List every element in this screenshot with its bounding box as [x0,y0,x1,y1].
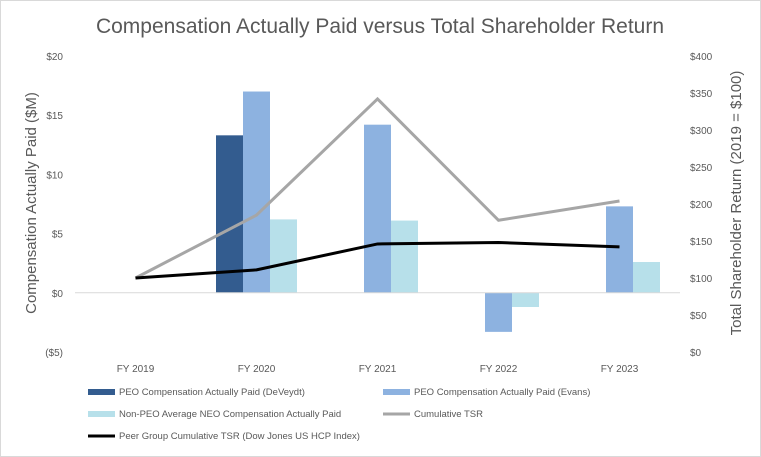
right-tick-label: $300 [690,126,713,137]
legend-label: PEO Compensation Actually Paid (DeVeydt) [119,387,305,398]
bar [243,91,270,293]
left-tick-label: $10 [46,170,63,181]
right-tick-label: $200 [690,200,713,211]
series-line [134,96,620,280]
legend: PEO Compensation Actually Paid (DeVeydt)… [88,387,590,442]
x-tick-label: FY 2019 [117,364,155,375]
right-axis-title: Total Shareholder Return (2019 = $100) [728,71,745,336]
left-tick-label: $5 [52,230,64,241]
right-tick-label: $150 [690,237,713,248]
left-tick-label: $20 [46,52,63,63]
legend-label: Non-PEO Average NEO Compensation Actuall… [119,409,341,420]
x-tick-label: FY 2022 [480,364,518,375]
right-tick-label: $50 [690,311,707,322]
bar [606,206,633,293]
left-tick-label: $0 [52,289,64,300]
x-tick-label: FY 2021 [359,364,397,375]
bar [633,262,660,293]
legend-label: Cumulative TSR [414,409,483,420]
legend-label: PEO Compensation Actually Paid (Evans) [414,387,590,398]
series-line [135,240,620,280]
bar [391,220,418,293]
right-tick-label: $0 [690,348,702,359]
legend-swatch [383,389,410,395]
right-tick-label: $100 [690,274,713,285]
bar [364,124,391,293]
left-axis-title: Compensation Actually Paid ($M) [23,92,40,314]
left-tick-label: $15 [46,111,63,122]
bar [512,292,539,308]
legend-label: Peer Group Cumulative TSR (Dow Jones US … [119,431,360,442]
x-tick-label: FY 2023 [601,364,639,375]
bar [270,219,297,293]
line-marks [134,96,620,280]
right-tick-label: $250 [690,163,713,174]
right-axis-ticks: $0 $50 $100 $150 $200 $250 $300 $350 $400 [690,52,713,359]
bar-marks [216,91,660,332]
x-axis-ticks: FY 2019 FY 2020 FY 2021 FY 2022 FY 2023 [117,364,639,375]
right-tick-label: $400 [690,52,713,63]
legend-swatch [88,411,115,417]
left-axis-ticks: ($5) $0 $5 $10 $15 $20 [45,52,63,359]
right-tick-label: $350 [690,89,713,100]
left-tick-label: ($5) [45,348,63,359]
x-tick-label: FY 2020 [238,364,276,375]
bar [485,292,512,332]
legend-swatch [88,389,115,395]
bar [216,135,243,293]
chart-title: Compensation Actually Paid versus Total … [96,15,664,38]
